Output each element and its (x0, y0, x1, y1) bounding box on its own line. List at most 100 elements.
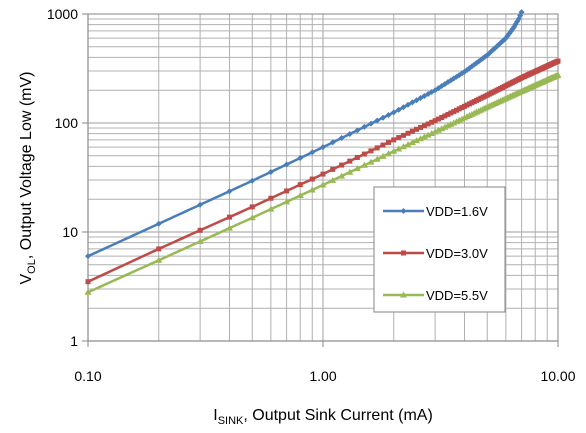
series-marker (330, 166, 336, 172)
series-marker (385, 112, 392, 119)
series-marker (360, 161, 368, 168)
x-axis-title-sub: SINK (218, 415, 244, 427)
series-marker (197, 227, 203, 233)
series-marker (385, 150, 393, 157)
series-marker (156, 246, 162, 252)
series-marker (379, 114, 386, 121)
series-marker (400, 132, 406, 138)
series-marker (329, 139, 336, 146)
series-marker (283, 161, 290, 168)
series-marker (518, 9, 525, 16)
series-markers (85, 58, 561, 285)
series-marker (418, 124, 424, 130)
series-markers (85, 9, 525, 260)
series-marker (413, 97, 420, 104)
series-marker (85, 253, 91, 260)
series-marker (319, 181, 327, 188)
series-marker (308, 186, 316, 193)
series-marker (354, 154, 360, 160)
series-marker (347, 158, 353, 164)
series-marker (445, 111, 451, 117)
series-marker (249, 177, 256, 184)
series-marker (268, 195, 274, 201)
legend-marker (400, 208, 407, 214)
series-marker (431, 128, 439, 135)
series-marker (442, 113, 448, 119)
series-marker (405, 130, 411, 136)
series-marker (374, 117, 381, 124)
series-marker (461, 103, 467, 109)
series-marker (249, 204, 255, 210)
series-marker (454, 107, 460, 113)
legend-label: VDD=3.0V (426, 246, 488, 261)
x-axis-title-rest: , Output Sink Current (mA) (243, 407, 432, 424)
series-marker (155, 220, 162, 227)
series-marker (354, 127, 361, 134)
series-marker (414, 126, 420, 132)
series-marker (284, 188, 290, 194)
series-marker (267, 168, 274, 175)
series-marker (434, 126, 442, 133)
series-markers (84, 71, 562, 295)
series-marker (425, 121, 431, 127)
series-marker (297, 155, 304, 162)
series-marker (471, 61, 478, 68)
series-marker (361, 151, 367, 157)
series-marker (309, 149, 316, 156)
legend-box (373, 186, 506, 313)
series-marker (420, 133, 428, 140)
legend-entry: VDD=1.6V (383, 204, 488, 219)
series-marker (197, 201, 204, 208)
y-tick-labels: 1 10 100 1000 (47, 6, 78, 349)
series-marker (390, 147, 398, 154)
series-marker (417, 135, 425, 142)
series-marker (405, 101, 412, 108)
legend-marker (400, 291, 407, 298)
series-marker (409, 128, 415, 134)
y-axis-title-main: V (18, 274, 35, 285)
series-marker (297, 182, 303, 188)
series-marker (408, 139, 416, 146)
series-marker (390, 109, 397, 116)
series-layer (84, 9, 562, 295)
series-marker (448, 110, 454, 116)
legend-entry: VDD=5.5V (383, 288, 488, 303)
series-marker (361, 123, 368, 130)
series-marker (338, 135, 345, 142)
series-marker (435, 116, 441, 122)
legend: VDD=1.6V VDD=3.0V VDD=5.5V (373, 186, 506, 313)
series-1 (85, 9, 525, 260)
x-axis-title: ISINK, Output Sink Current (mA) (213, 407, 433, 427)
plot-frame (87, 13, 559, 342)
series-marker (225, 224, 233, 231)
series-marker (459, 105, 465, 111)
series-marker (373, 155, 381, 162)
series-marker (296, 192, 304, 199)
series-marker (374, 145, 380, 151)
series-marker (368, 148, 374, 154)
y-tick-label: 10 (62, 224, 78, 240)
series-marker (439, 114, 445, 120)
series-marker (267, 205, 275, 212)
series-marker (432, 118, 438, 124)
series-marker (84, 288, 92, 295)
series-marker (413, 137, 421, 144)
series-marker (400, 104, 407, 111)
series-marker (379, 152, 387, 159)
series-marker (367, 120, 374, 127)
series-marker (421, 123, 427, 129)
series-marker (399, 143, 407, 150)
y-tick-label: 100 (55, 115, 79, 131)
series-marker (395, 145, 403, 152)
series-marker (456, 106, 462, 112)
y-tick-label: 1000 (47, 6, 78, 22)
series-marker (396, 135, 402, 141)
y-axis-title-sub: OL (26, 259, 38, 274)
series-marker (339, 162, 345, 168)
series-marker (353, 165, 361, 172)
series-marker (320, 171, 326, 177)
series-marker (424, 131, 432, 138)
series-marker (196, 237, 204, 244)
series-3 (84, 71, 562, 295)
